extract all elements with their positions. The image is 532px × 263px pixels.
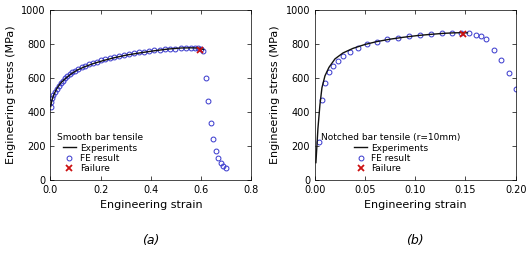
FE result (512, 87, 519, 90)
Experiments (152, 49, 158, 52)
FE result (89, 61, 96, 64)
Experiments (201, 48, 207, 51)
FE result (188, 46, 194, 49)
Legend: Experiments, FE result, Failure: Experiments, FE result, Failure (319, 132, 462, 175)
Experiments (138, 51, 144, 54)
Experiments (322, 74, 328, 78)
Experiments (400, 36, 406, 39)
Experiments (73, 69, 80, 72)
FE result (406, 34, 412, 38)
Experiments (68, 73, 74, 76)
Experiments (90, 62, 96, 65)
Experiments (188, 46, 194, 49)
FE result (477, 35, 484, 38)
Experiments (315, 127, 321, 130)
FE result (491, 48, 497, 52)
Line: FE result: FE result (48, 45, 228, 170)
Experiments (124, 53, 130, 57)
Experiments (111, 56, 118, 59)
Line: FE result: FE result (317, 30, 518, 145)
Experiments (326, 66, 332, 69)
FE result (335, 59, 341, 62)
Experiments (178, 46, 184, 49)
FE result (162, 48, 168, 51)
FE result (439, 32, 446, 35)
Experiments (51, 92, 57, 95)
Experiments (440, 32, 446, 35)
Experiments (340, 51, 346, 54)
Legend: Experiments, FE result, Failure: Experiments, FE result, Failure (55, 132, 145, 175)
Experiments (57, 82, 64, 85)
FE result (222, 166, 229, 169)
FE result (417, 33, 423, 37)
Experiments (198, 47, 204, 50)
Experiments (350, 47, 356, 50)
FE result (355, 46, 361, 49)
Experiments (317, 103, 323, 106)
Experiments (450, 31, 456, 34)
FE result (472, 33, 479, 36)
FE result (483, 37, 489, 41)
Experiments (48, 101, 55, 104)
FE result (319, 98, 325, 101)
FE result (52, 90, 58, 94)
Y-axis label: Engineering stress (MPa): Engineering stress (MPa) (270, 25, 280, 164)
Text: (b): (b) (406, 234, 424, 247)
FE result (449, 31, 455, 34)
FE result (326, 71, 332, 74)
Experiments (313, 161, 319, 164)
Line: Experiments: Experiments (316, 33, 468, 163)
Experiments (332, 57, 338, 60)
Experiments (458, 31, 464, 34)
FE result (384, 38, 390, 41)
Experiments (319, 86, 325, 89)
FE result (497, 58, 504, 61)
FE result (315, 141, 322, 144)
FE result (458, 31, 464, 34)
X-axis label: Engineering strain: Engineering strain (364, 200, 467, 210)
FE result (340, 55, 346, 58)
Experiments (464, 31, 471, 34)
Experiments (81, 65, 88, 68)
FE result (151, 49, 157, 52)
Experiments (194, 46, 201, 49)
Experiments (427, 33, 434, 36)
FE result (428, 32, 435, 36)
FE result (395, 36, 402, 39)
FE result (505, 72, 512, 75)
Experiments (100, 59, 106, 62)
Experiments (49, 97, 56, 100)
Experiments (387, 38, 393, 41)
FE result (347, 50, 353, 53)
Experiments (362, 43, 368, 46)
Experiments (62, 77, 69, 80)
FE result (322, 81, 328, 84)
X-axis label: Engineering strain: Engineering strain (99, 200, 202, 210)
Text: (a): (a) (142, 234, 160, 247)
Y-axis label: Engineering stress (MPa): Engineering stress (MPa) (5, 25, 15, 164)
FE result (116, 54, 122, 58)
FE result (215, 156, 221, 159)
FE result (47, 105, 54, 108)
FE result (330, 64, 336, 67)
Experiments (47, 105, 54, 108)
FE result (364, 43, 370, 46)
Line: Experiments: Experiments (51, 48, 204, 107)
Experiments (165, 47, 172, 50)
FE result (374, 40, 380, 43)
Experiments (374, 40, 380, 43)
FE result (466, 32, 472, 35)
Experiments (54, 87, 60, 90)
Experiments (414, 34, 420, 37)
